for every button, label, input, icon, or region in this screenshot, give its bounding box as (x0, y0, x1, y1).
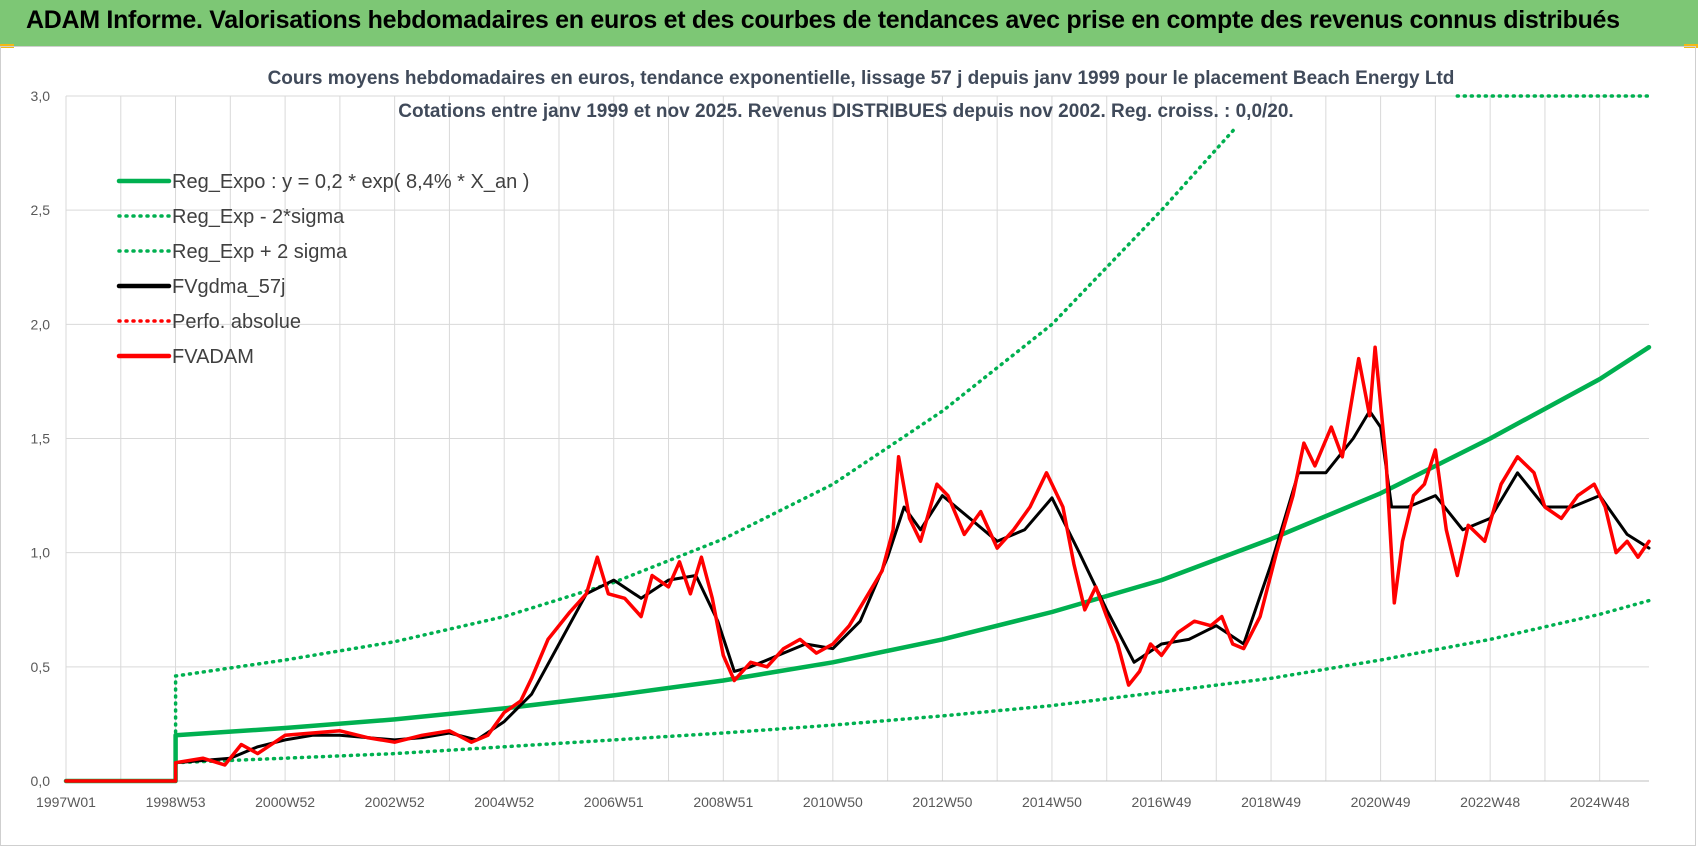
y-tick-label: 0,5 (31, 659, 51, 675)
legend-label: FVgdma_57j (172, 276, 285, 298)
series-fvgdma-57j (174, 409, 1651, 765)
x-tick-label: 1997W01 (36, 794, 96, 810)
x-tick-label: 2006W51 (584, 794, 644, 810)
chart-subtitle: Cotations entre janv 1999 et nov 2025. R… (398, 101, 1293, 122)
report-title: ADAM Informe. Valorisations hebdomadaire… (26, 6, 1620, 34)
legend-label: Reg_Exp - 2*sigma (172, 206, 345, 228)
x-tick-label: 2022W48 (1460, 794, 1520, 810)
y-tick-label: 2,5 (31, 202, 51, 218)
x-tick-label: 2014W50 (1022, 794, 1082, 810)
chart-title: Cours moyens hebdomadaires en euros, ten… (268, 68, 1455, 89)
legend-label: FVADAM (172, 346, 254, 368)
series-reg-plus-2sigma (173, 126, 1238, 783)
y-tick-label: 0,0 (31, 773, 51, 789)
chart-frame: 0,0 0,5 1,0 1,5 2,0 2,5 3,0 1997W01 1998W53 2000W… (0, 46, 1696, 846)
x-tick-label: 2016W49 (1132, 794, 1192, 810)
series-fvadam (64, 345, 1651, 783)
line-chart: 0,0 0,5 1,0 1,5 2,0 2,5 3,0 1997W01 1998W53 2000W… (31, 68, 1652, 810)
x-tick-label: 2002W52 (365, 794, 425, 810)
x-tick-label: 2004W52 (474, 794, 534, 810)
x-tick-label: 2020W49 (1351, 794, 1411, 810)
x-tick-label: 2012W50 (912, 794, 972, 810)
legend-label: Perfo. absolue (172, 311, 301, 333)
series-reg-expo (63, 344, 1652, 784)
x-tick-label: 1998W53 (146, 794, 206, 810)
report-banner: ADAM Informe. Valorisations hebdomadaire… (0, 0, 1698, 46)
legend-label: Reg_Exp + 2 sigma (172, 241, 348, 263)
x-tick-label: 2008W51 (693, 794, 753, 810)
legend-label: Reg_Expo : y = 0,2 * exp( 8,4% * X_an ) (172, 171, 529, 193)
y-tick-label: 3,0 (31, 88, 51, 104)
x-tick-label: 2010W50 (803, 794, 863, 810)
y-tick-label: 1,0 (31, 545, 51, 561)
x-tick-label: 2000W52 (255, 794, 315, 810)
x-tick-label: 2018W49 (1241, 794, 1301, 810)
series-reg-minus-2sigma (173, 598, 1651, 765)
y-tick-label: 2,0 (31, 316, 51, 332)
y-tick-label: 1,5 (31, 431, 51, 447)
x-tick-label: 2024W48 (1570, 794, 1630, 810)
